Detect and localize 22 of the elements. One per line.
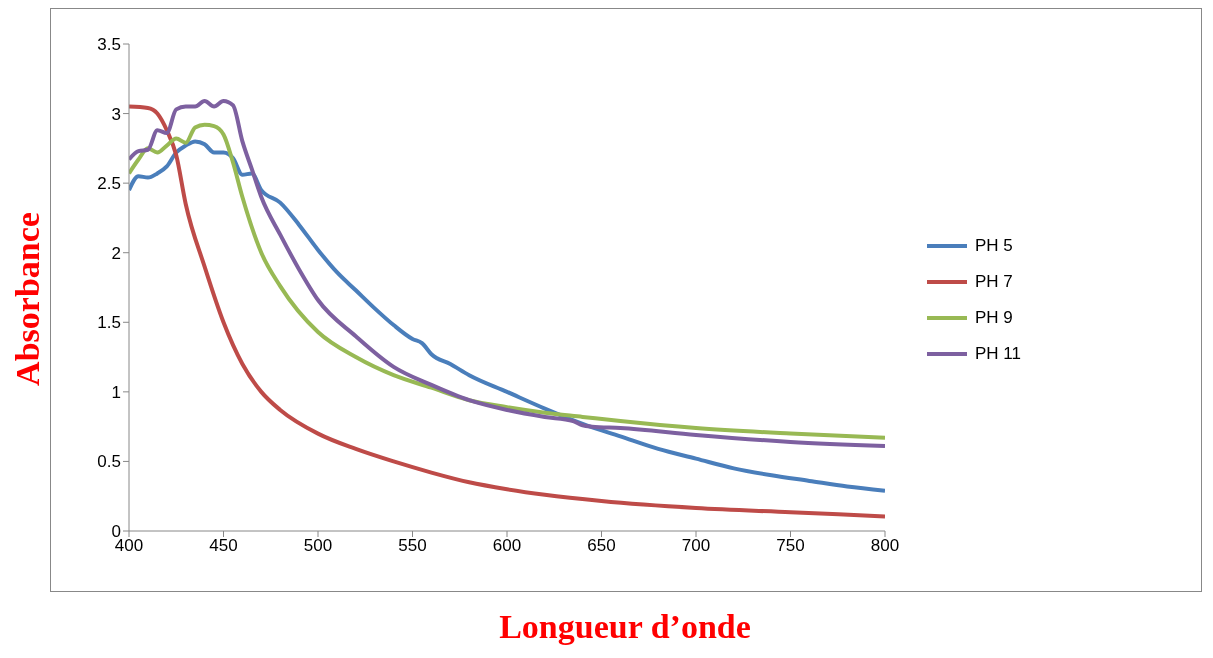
y-tick-label: 3.5 <box>97 35 121 55</box>
x-tick-label: 700 <box>681 536 711 556</box>
legend-label: PH 9 <box>975 308 1013 328</box>
legend-label: PH 7 <box>975 272 1013 292</box>
y-tick-label: 0.5 <box>97 452 121 472</box>
x-tick-label: 400 <box>114 536 144 556</box>
y-tick-label: 1.5 <box>97 313 121 333</box>
y-tick-label: 1 <box>111 382 121 402</box>
y-axis-title: Absorbance <box>9 211 47 386</box>
x-tick-label: 800 <box>870 536 900 556</box>
x-tick-label: 650 <box>587 536 616 556</box>
x-tick-label: 550 <box>398 536 427 556</box>
legend-label: PH 11 <box>975 344 1021 364</box>
legend-label: PH 5 <box>975 236 1013 256</box>
x-tick-label: 450 <box>209 536 238 556</box>
x-tick-label: 600 <box>492 536 522 556</box>
x-axis-title: Longueur d’onde <box>498 608 752 646</box>
y-tick-label: 2.5 <box>97 174 121 194</box>
y-tick-label: 2 <box>111 243 121 263</box>
y-tick-label: 3 <box>111 104 121 124</box>
x-tick-label: 500 <box>303 536 333 556</box>
x-tick-label: 750 <box>776 536 805 556</box>
